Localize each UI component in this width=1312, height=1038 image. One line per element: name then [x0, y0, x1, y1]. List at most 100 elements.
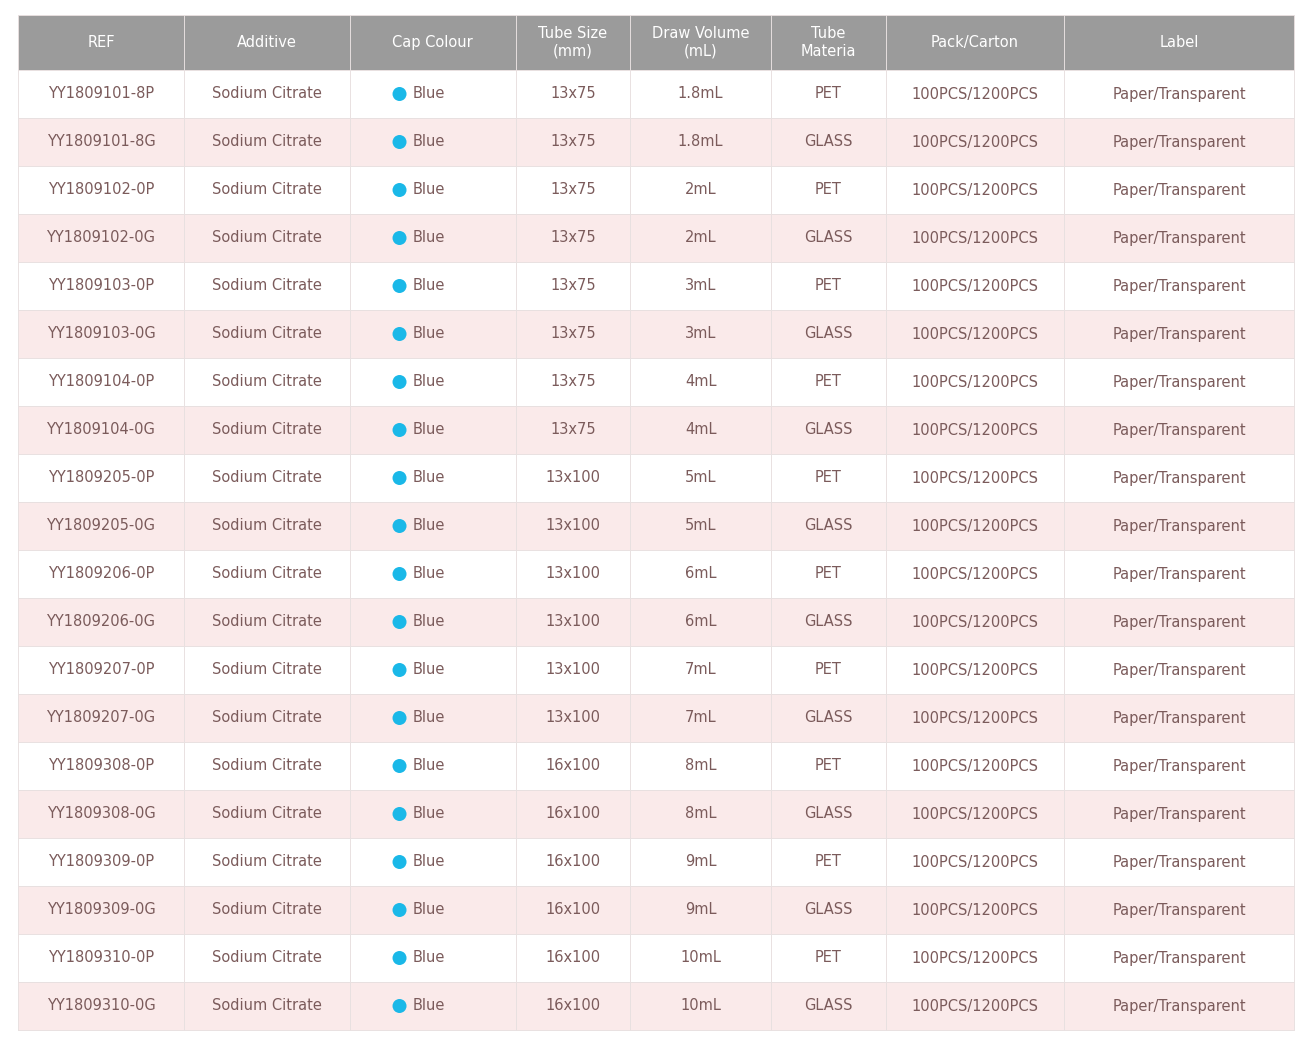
Text: 5mL: 5mL	[685, 470, 716, 486]
Text: 4mL: 4mL	[685, 422, 716, 437]
Text: 5mL: 5mL	[685, 519, 716, 534]
Bar	[631, 790, 771, 838]
Bar	[350, 454, 516, 502]
Text: YY1809308-0G: YY1809308-0G	[46, 807, 155, 821]
Bar	[350, 790, 516, 838]
Bar	[516, 406, 631, 454]
Bar	[771, 262, 886, 310]
Bar	[771, 358, 886, 406]
Text: 13x100: 13x100	[546, 567, 601, 581]
Bar	[350, 166, 516, 214]
Text: Paper/Transparent: Paper/Transparent	[1113, 614, 1246, 629]
Text: Blue: Blue	[412, 327, 445, 342]
Text: 2mL: 2mL	[685, 183, 716, 197]
Bar	[516, 70, 631, 118]
Circle shape	[392, 855, 407, 869]
Text: Sodium Citrate: Sodium Citrate	[211, 951, 321, 965]
Circle shape	[392, 567, 407, 581]
Circle shape	[392, 231, 407, 245]
Bar	[184, 790, 350, 838]
Bar	[1064, 358, 1294, 406]
Text: 3mL: 3mL	[685, 327, 716, 342]
Bar	[184, 358, 350, 406]
Bar	[1064, 310, 1294, 358]
Bar	[1064, 118, 1294, 166]
Text: Blue: Blue	[412, 807, 445, 821]
Text: 100PCS/1200PCS: 100PCS/1200PCS	[912, 614, 1039, 629]
Bar	[771, 502, 886, 550]
Circle shape	[392, 183, 407, 197]
Text: 8mL: 8mL	[685, 807, 716, 821]
Text: Blue: Blue	[412, 230, 445, 246]
Bar	[18, 886, 184, 934]
Bar	[516, 982, 631, 1030]
Bar	[184, 454, 350, 502]
Text: Blue: Blue	[412, 999, 445, 1013]
Text: Sodium Citrate: Sodium Citrate	[211, 183, 321, 197]
Bar	[18, 550, 184, 598]
Text: 100PCS/1200PCS: 100PCS/1200PCS	[912, 662, 1039, 678]
Bar	[516, 502, 631, 550]
Circle shape	[392, 424, 407, 437]
Bar	[516, 214, 631, 262]
Text: Tube
Materia: Tube Materia	[800, 26, 855, 59]
Text: Sodium Citrate: Sodium Citrate	[211, 807, 321, 821]
Bar	[184, 502, 350, 550]
Text: Cap Colour: Cap Colour	[392, 35, 474, 50]
Bar	[516, 262, 631, 310]
Bar	[1064, 742, 1294, 790]
Text: Sodium Citrate: Sodium Citrate	[211, 230, 321, 246]
Bar	[771, 838, 886, 886]
Bar	[771, 934, 886, 982]
Text: Sodium Citrate: Sodium Citrate	[211, 854, 321, 870]
Text: Sodium Citrate: Sodium Citrate	[211, 614, 321, 629]
Bar	[631, 694, 771, 742]
Bar	[631, 358, 771, 406]
Text: GLASS: GLASS	[804, 999, 853, 1013]
Bar	[771, 454, 886, 502]
Text: Additive: Additive	[237, 35, 297, 50]
Bar	[18, 262, 184, 310]
Text: Sodium Citrate: Sodium Citrate	[211, 567, 321, 581]
Bar	[771, 742, 886, 790]
Bar	[516, 358, 631, 406]
Bar	[184, 166, 350, 214]
Text: Sodium Citrate: Sodium Citrate	[211, 327, 321, 342]
Bar	[631, 646, 771, 694]
Text: YY1809308-0P: YY1809308-0P	[47, 759, 154, 773]
Bar	[771, 166, 886, 214]
Text: YY1809104-0G: YY1809104-0G	[46, 422, 155, 437]
Bar	[886, 598, 1064, 646]
Bar	[350, 886, 516, 934]
Text: 16x100: 16x100	[546, 902, 601, 918]
Bar	[184, 310, 350, 358]
Text: YY1809102-0P: YY1809102-0P	[47, 183, 154, 197]
Text: Pack/Carton: Pack/Carton	[932, 35, 1019, 50]
Text: 10mL: 10mL	[680, 999, 722, 1013]
Circle shape	[392, 903, 407, 917]
Text: YY1809206-0P: YY1809206-0P	[47, 567, 154, 581]
Text: Blue: Blue	[412, 710, 445, 726]
Bar	[886, 214, 1064, 262]
Text: PET: PET	[815, 375, 842, 389]
Bar	[1064, 502, 1294, 550]
Text: 16x100: 16x100	[546, 807, 601, 821]
Bar	[631, 454, 771, 502]
Bar	[18, 406, 184, 454]
Text: 100PCS/1200PCS: 100PCS/1200PCS	[912, 519, 1039, 534]
Text: 13x75: 13x75	[550, 422, 596, 437]
Bar	[184, 406, 350, 454]
Text: Paper/Transparent: Paper/Transparent	[1113, 86, 1246, 102]
Bar	[350, 406, 516, 454]
Text: GLASS: GLASS	[804, 422, 853, 437]
Bar	[1064, 15, 1294, 70]
Bar	[631, 166, 771, 214]
Bar	[771, 886, 886, 934]
Bar	[350, 550, 516, 598]
Text: Sodium Citrate: Sodium Citrate	[211, 422, 321, 437]
Bar	[771, 118, 886, 166]
Text: Sodium Citrate: Sodium Citrate	[211, 470, 321, 486]
Bar	[771, 598, 886, 646]
Bar	[631, 70, 771, 118]
Text: 100PCS/1200PCS: 100PCS/1200PCS	[912, 567, 1039, 581]
